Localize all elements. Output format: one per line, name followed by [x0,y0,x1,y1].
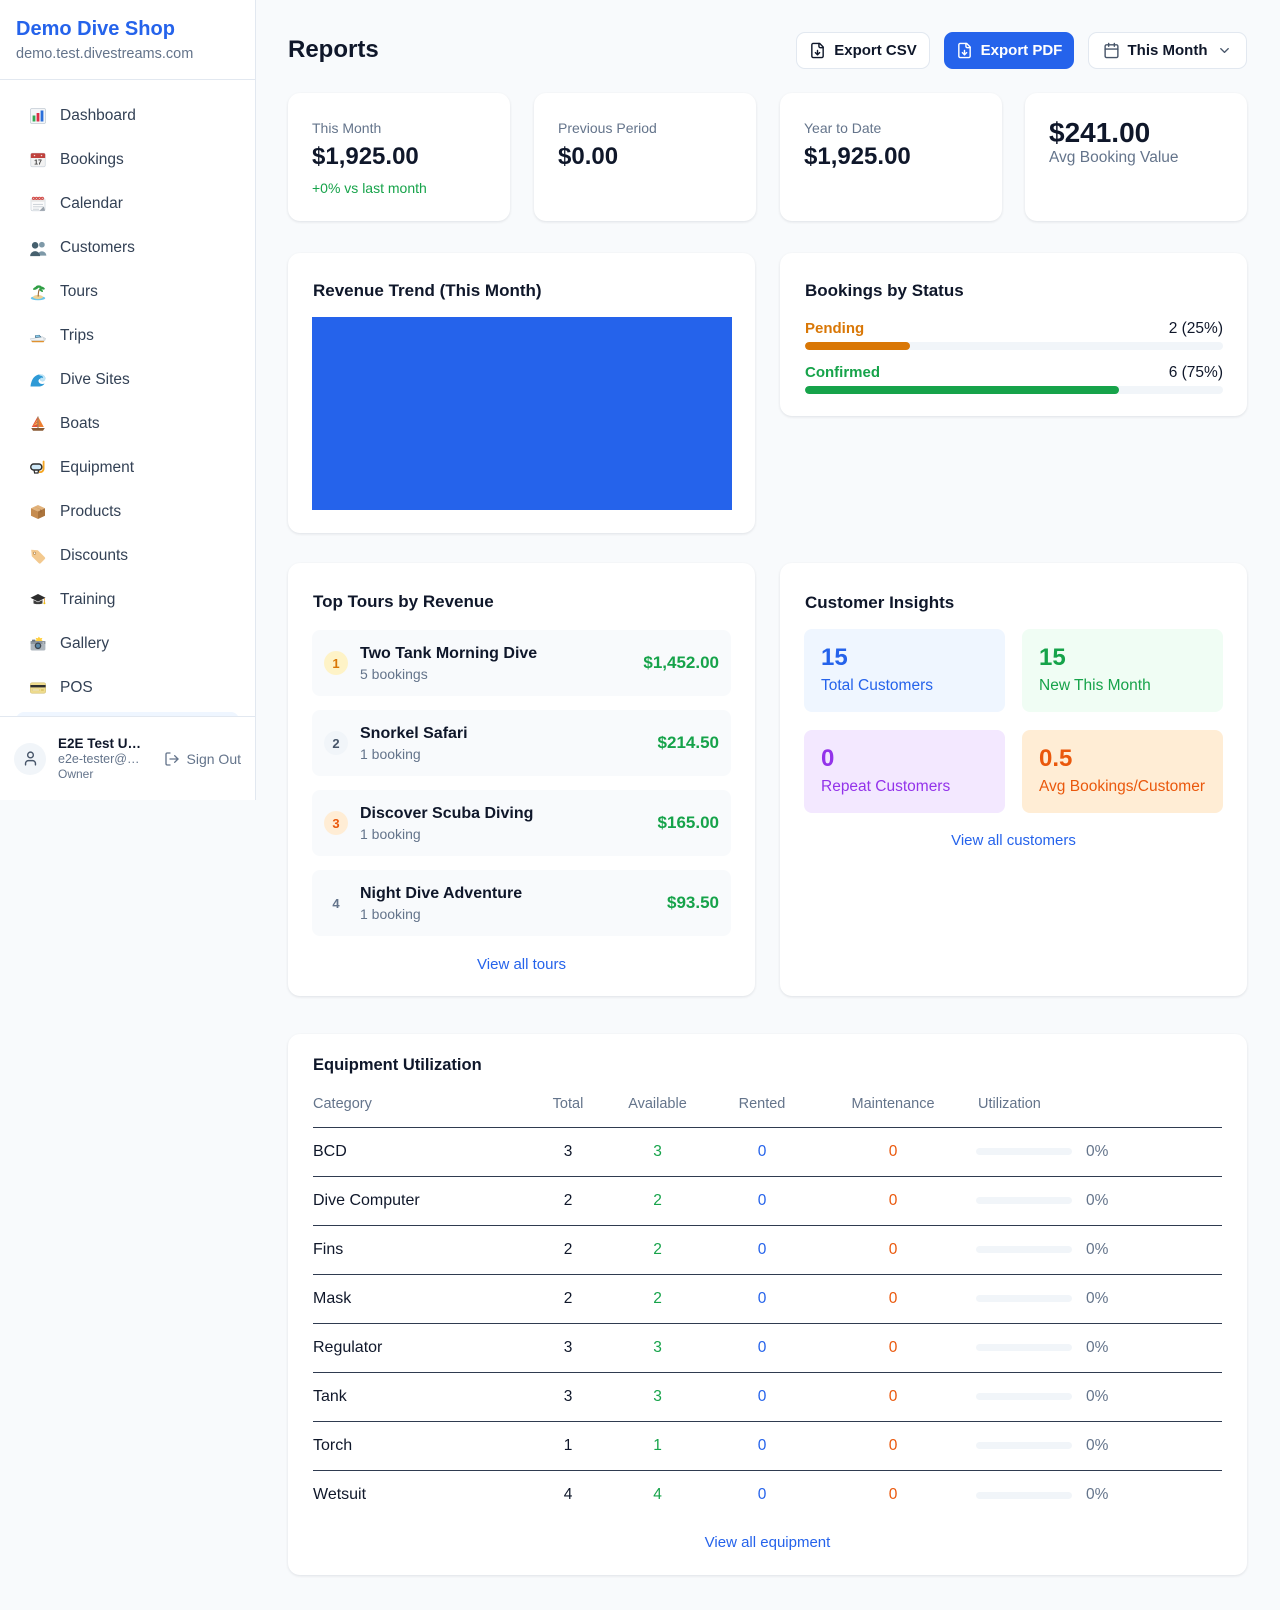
svg-text:17: 17 [34,160,42,167]
